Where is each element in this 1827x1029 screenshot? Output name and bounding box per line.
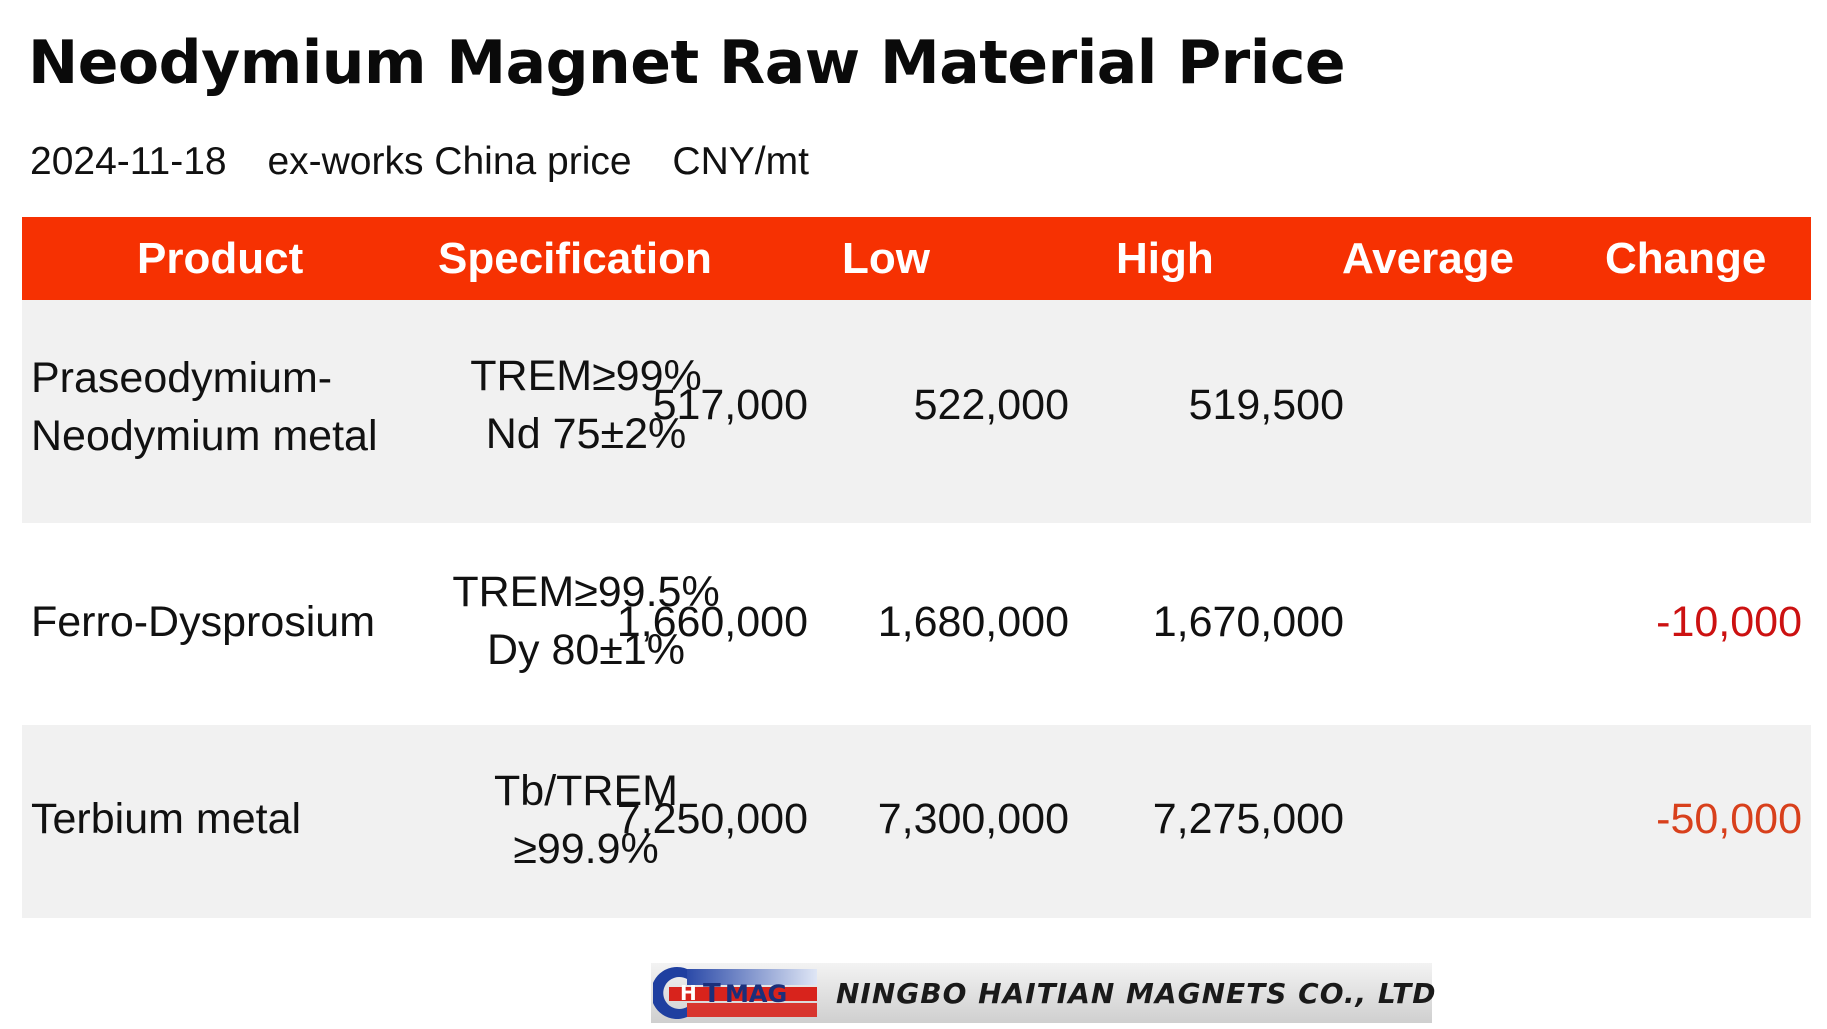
spec-line: Nd 75±2% (485, 410, 687, 458)
low-price: 1,660,000 (616, 598, 808, 646)
spec-line: TREM≥99% (470, 352, 702, 400)
htmag-logo-icon: H T MAG (651, 965, 818, 1021)
low-price: 7,250,000 (616, 795, 808, 843)
product-name: Ferro-Dysprosium (31, 598, 376, 646)
company-logo: H T MAG NINGBO HAITIAN MAGNETS CO., LTD (651, 963, 1435, 1023)
svg-text:T: T (703, 979, 721, 1009)
price-basis: ex-works China price (267, 140, 632, 183)
average-price: 519,500 (1188, 381, 1344, 429)
specification: TREM≥99.5% Dy 80±1% (436, 563, 736, 679)
price-change: -50,000 (1656, 795, 1802, 843)
average-price: 1,670,000 (1152, 598, 1344, 646)
spec-line: Tb/TREM (494, 767, 678, 815)
table-header: Product Specification Low High Average C… (22, 217, 1811, 300)
header-change: Change (1605, 234, 1767, 283)
product-name: Terbium metal (31, 795, 302, 843)
average-price: 7,275,000 (1152, 795, 1344, 843)
high-price: 1,680,000 (877, 598, 1069, 646)
spec-line: Dy 80±1% (486, 626, 686, 674)
svg-text:H: H (680, 981, 697, 1005)
company-name: NINGBO HAITIAN MAGNETS CO., LTD (836, 976, 1437, 1010)
table-row: Terbium metal Tb/TREM ≥99.9% 7,250,000 7… (22, 725, 1811, 918)
header-product: Product (137, 234, 304, 283)
spec-line: TREM≥99.5% (452, 568, 720, 616)
specification: Tb/TREM ≥99.9% (436, 762, 736, 878)
header-average: Average (1342, 234, 1515, 283)
high-price: 7,300,000 (877, 795, 1069, 843)
header-high: High (1116, 234, 1214, 283)
spec-line: ≥99.9% (513, 825, 659, 873)
page-title: Neodymium Magnet Raw Material Price (28, 28, 1346, 98)
price-table: Product Specification Low High Average C… (22, 217, 1811, 918)
table-row: Praseodymium- Neodymium metal TREM≥99% N… (22, 300, 1811, 523)
header-low: Low (842, 234, 930, 283)
high-price: 522,000 (913, 381, 1069, 429)
subtitle: 2024-11-18 ex-works China price CNY/mt (30, 140, 839, 184)
price-date: 2024-11-18 (30, 140, 227, 183)
svg-text:MAG: MAG (725, 980, 787, 1008)
product-name-line: Neodymium metal (31, 412, 378, 460)
specification: TREM≥99% Nd 75±2% (436, 347, 736, 463)
header-specification: Specification (438, 234, 712, 283)
product-name-line: Praseodymium- (31, 354, 333, 402)
low-price: 517,000 (652, 381, 808, 429)
table-row: Ferro-Dysprosium TREM≥99.5% Dy 80±1% 1,6… (22, 523, 1811, 725)
price-unit: CNY/mt (672, 140, 809, 183)
price-change: -10,000 (1656, 598, 1802, 646)
product-name: Praseodymium- Neodymium metal (31, 349, 378, 465)
